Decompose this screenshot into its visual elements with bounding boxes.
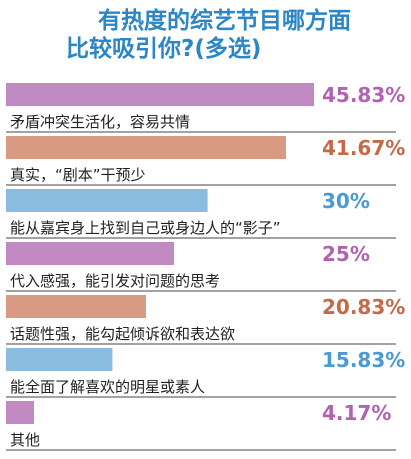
- category-label-1: 真实，“剧本”干预少: [10, 166, 146, 184]
- category-label-0: 矛盾冲突生活化，容易共情: [10, 113, 190, 131]
- bar-2: [6, 189, 208, 212]
- category-label-4: 话题性强，能勾起倾诉欲和表达欲: [10, 325, 235, 343]
- chart-title-line-2: 比较吸引你?(多选): [66, 35, 261, 62]
- bar-0: [6, 83, 314, 106]
- chart-title-line-1: 有热度的综艺节目哪方面: [98, 7, 351, 34]
- category-label-6: 其他: [10, 431, 40, 449]
- value-label-0: 45.83%: [322, 83, 405, 107]
- bar-6: [6, 401, 34, 424]
- bar-rows: 45.83% 矛盾冲突生活化，容易共情 41.67% 真实，“剧本”干预少 30% 能从嘉…: [6, 83, 405, 451]
- bar-3: [6, 242, 174, 265]
- bar-5: [6, 348, 113, 371]
- category-label-5: 能全面了解喜欢的明星或素人: [10, 378, 205, 396]
- value-label-3: 25%: [322, 242, 370, 266]
- value-label-1: 41.67%: [322, 136, 405, 160]
- value-label-6: 4.17%: [322, 401, 391, 425]
- bar-1: [6, 136, 286, 159]
- category-label-3: 代入感强，能引发对问题的思考: [10, 272, 220, 290]
- category-label-2: 能从嘉宾身上找到自己或身边人的“影子”: [10, 219, 281, 237]
- value-label-5: 15.83%: [322, 348, 405, 372]
- value-label-4: 20.83%: [322, 295, 405, 319]
- value-label-2: 30%: [322, 189, 370, 213]
- bar-4: [6, 295, 146, 318]
